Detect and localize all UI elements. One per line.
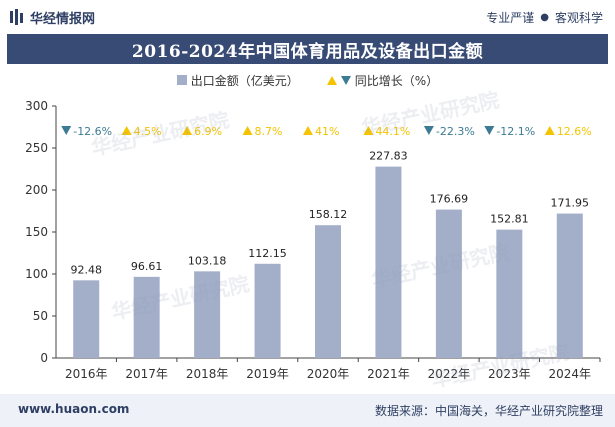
bar xyxy=(315,225,341,358)
growth-up-marker xyxy=(121,126,132,135)
growth-up-marker xyxy=(303,126,313,135)
triangle-up-icon xyxy=(326,75,337,85)
x-tick-label: 2017年 xyxy=(125,367,168,381)
growth-up-marker xyxy=(182,126,193,135)
growth-down-marker xyxy=(423,126,434,135)
brand-name: 华经情报网 xyxy=(30,11,96,27)
y-tick-label: 0 xyxy=(40,351,48,365)
bar-value-label: 92.48 xyxy=(70,263,102,276)
bar-value-label: 152.81 xyxy=(490,213,529,226)
bar xyxy=(133,276,160,358)
dot-separator-icon: ● xyxy=(540,12,549,23)
growth-down-marker xyxy=(61,126,72,135)
growth-up-marker xyxy=(544,126,555,135)
bar-value-label: 227.83 xyxy=(369,150,408,163)
bar-value-label: 158.12 xyxy=(309,208,348,221)
legend-label-growth: 同比增长（%） xyxy=(354,73,439,88)
bar xyxy=(556,213,583,358)
x-tick-label: 2018年 xyxy=(186,367,229,381)
y-tick-label: 300 xyxy=(25,99,48,113)
top-bar: 华经情报网 专业严谨 ● 客观科学 xyxy=(0,0,615,34)
triangle-down-icon xyxy=(340,75,351,85)
bar xyxy=(73,280,100,358)
x-tick-label: 2021年 xyxy=(367,367,410,381)
bar-value-label: 96.61 xyxy=(131,260,163,273)
chart-legend: 出口金额（亿美元） 同比增长（%） xyxy=(0,70,615,90)
y-tick-label: 50 xyxy=(33,309,48,323)
growth-up-marker xyxy=(363,126,374,135)
brand[interactable]: 华经情报网 xyxy=(10,8,96,27)
growth-up-marker xyxy=(242,126,253,135)
growth-label: 8.7% xyxy=(255,125,283,138)
growth-label: -12.6% xyxy=(73,125,112,138)
legend-item-growth[interactable]: 同比增长（%） xyxy=(326,72,439,89)
y-tick-label: 250 xyxy=(25,141,48,155)
brand-logo-icon xyxy=(10,9,23,25)
legend-label-export: 出口金额（亿美元） xyxy=(190,73,299,88)
growth-label: 4.5% xyxy=(134,125,162,138)
slogan-right: 客观科学 xyxy=(554,11,603,25)
x-tick-label: 2019年 xyxy=(246,367,289,381)
x-tick-label: 2022年 xyxy=(428,367,471,381)
bar-chart: 0 50 100 150 200 250 300 2016年 92.48 -12.6% 2017年 9… xyxy=(25,99,601,381)
bar-value-label: 103.18 xyxy=(188,254,227,267)
footer-site-link[interactable]: www.huaon.com xyxy=(18,402,130,416)
slogan-left: 专业严谨 xyxy=(486,11,535,25)
bar-value-label: 171.95 xyxy=(551,197,590,210)
y-tick-label: 100 xyxy=(25,267,48,281)
slogan: 专业严谨 ● 客观科学 xyxy=(486,9,603,26)
x-tick-label: 2024年 xyxy=(549,367,592,381)
chart-title-band: 2016-2024年中国体育用品及设备出口金额 xyxy=(7,34,608,64)
bar xyxy=(254,263,281,358)
bar-value-label: 176.69 xyxy=(430,193,469,206)
growth-label: 41% xyxy=(315,125,339,138)
bar xyxy=(375,166,402,358)
growth-label: 44.1% xyxy=(375,125,410,138)
growth-label: -12.1% xyxy=(496,125,535,138)
growth-label: -22.3% xyxy=(436,125,475,138)
growth-label: 12.6% xyxy=(557,125,592,138)
bar-swatch-icon xyxy=(176,75,187,85)
bar xyxy=(435,209,462,358)
chart-title: 2016-2024年中国体育用品及设备出口金额 xyxy=(131,41,484,62)
growth-down-marker xyxy=(484,126,495,135)
x-tick-label: 2023年 xyxy=(488,367,531,381)
growth-label: 6.9% xyxy=(194,125,222,138)
bar xyxy=(496,229,523,358)
footer: www.huaon.com 数据来源：中国海关，华经产业研究院整理 xyxy=(0,394,615,427)
bar-value-label: 112.15 xyxy=(248,247,287,260)
y-tick-label: 200 xyxy=(25,183,48,197)
y-tick-label: 150 xyxy=(25,225,48,239)
x-tick-label: 2016年 xyxy=(65,367,108,381)
x-tick-label: 2020年 xyxy=(307,367,350,381)
legend-item-export[interactable]: 出口金额（亿美元） xyxy=(176,72,299,89)
footer-source: 数据来源：中国海关，华经产业研究院整理 xyxy=(374,404,603,418)
bar xyxy=(194,271,221,358)
